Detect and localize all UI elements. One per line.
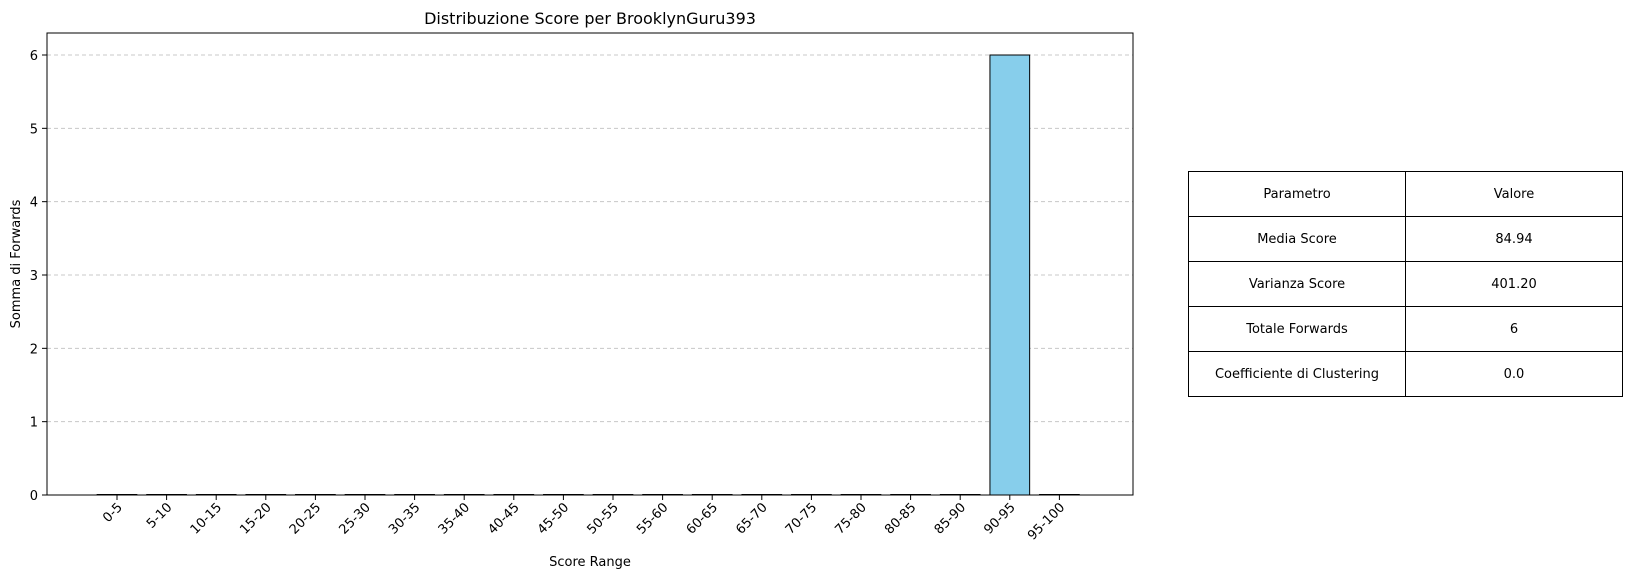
y-axis-label: Somma di Forwards bbox=[9, 199, 24, 328]
grid-lines bbox=[47, 54, 1133, 496]
param-label: Totale Forwards bbox=[1188, 306, 1406, 352]
header-valore: Valore bbox=[1405, 171, 1623, 217]
x-tick-label: 40-45 bbox=[485, 500, 522, 537]
x-tick-label: 70-75 bbox=[783, 500, 820, 537]
param-value: 84.94 bbox=[1405, 216, 1623, 262]
header-parametro: Parametro bbox=[1188, 171, 1406, 217]
y-tick-label: 1 bbox=[30, 416, 38, 431]
stats-header-row: Parametro Valore bbox=[1188, 171, 1623, 217]
stats-row-coefficiente-clustering: Coefficiente di Clustering 0.0 bbox=[1188, 351, 1623, 397]
param-value: 0.0 bbox=[1405, 351, 1623, 397]
x-tick-label: 60-65 bbox=[684, 500, 721, 537]
y-tick-label: 2 bbox=[30, 342, 38, 357]
bar-90-95 bbox=[989, 54, 1031, 496]
x-tick-label: 5-10 bbox=[144, 500, 175, 531]
stats-row-varianza-score: Varianza Score 401.20 bbox=[1188, 261, 1623, 307]
x-tick-label: 50-55 bbox=[585, 500, 622, 537]
x-tick-label: 80-85 bbox=[882, 500, 919, 537]
chart-title: Distribuzione Score per BrooklynGuru393 bbox=[424, 9, 756, 28]
y-tick-label: 4 bbox=[30, 196, 38, 211]
x-tick-label: 95-100 bbox=[1025, 500, 1068, 543]
x-tick-label: 30-35 bbox=[386, 500, 423, 537]
stats-table: Parametro Valore Media Score 84.94 Varia… bbox=[1188, 171, 1623, 397]
y-axis-ticks: 0 1 2 3 4 5 6 bbox=[30, 49, 47, 504]
x-axis-label: Score Range bbox=[549, 555, 631, 570]
x-tick-label: 20-25 bbox=[287, 500, 324, 537]
y-tick-label: 3 bbox=[30, 269, 38, 284]
x-tick-label: 35-40 bbox=[436, 500, 473, 537]
x-tick-label: 65-70 bbox=[733, 500, 770, 537]
y-tick-label: 0 bbox=[30, 489, 38, 504]
x-tick-label: 10-15 bbox=[188, 500, 225, 537]
x-tick-label: 25-30 bbox=[337, 500, 374, 537]
x-tick-label: 45-50 bbox=[535, 500, 572, 537]
param-label: Media Score bbox=[1188, 216, 1406, 262]
param-value: 401.20 bbox=[1405, 261, 1623, 307]
x-axis-ticks: 0-5 5-10 10-15 15-20 20-25 25-30 30-35 35-40 40-… bbox=[100, 495, 1068, 543]
x-tick-label: 90-95 bbox=[981, 500, 1018, 537]
stats-row-totale-forwards: Totale Forwards 6 bbox=[1188, 306, 1623, 352]
x-tick-label: 15-20 bbox=[237, 500, 274, 537]
stats-row-media-score: Media Score 84.94 bbox=[1188, 216, 1623, 262]
x-tick-label: 55-60 bbox=[634, 500, 671, 537]
plot-frame bbox=[46, 32, 1134, 496]
y-tick-label: 5 bbox=[30, 122, 38, 137]
param-label: Coefficiente di Clustering bbox=[1188, 351, 1406, 397]
x-tick-label: 85-90 bbox=[932, 500, 969, 537]
y-tick-label: 6 bbox=[30, 49, 38, 64]
param-value: 6 bbox=[1405, 306, 1623, 352]
x-tick-label: 75-80 bbox=[833, 500, 870, 537]
param-label: Varianza Score bbox=[1188, 261, 1406, 307]
x-tick-label: 0-5 bbox=[100, 500, 126, 526]
